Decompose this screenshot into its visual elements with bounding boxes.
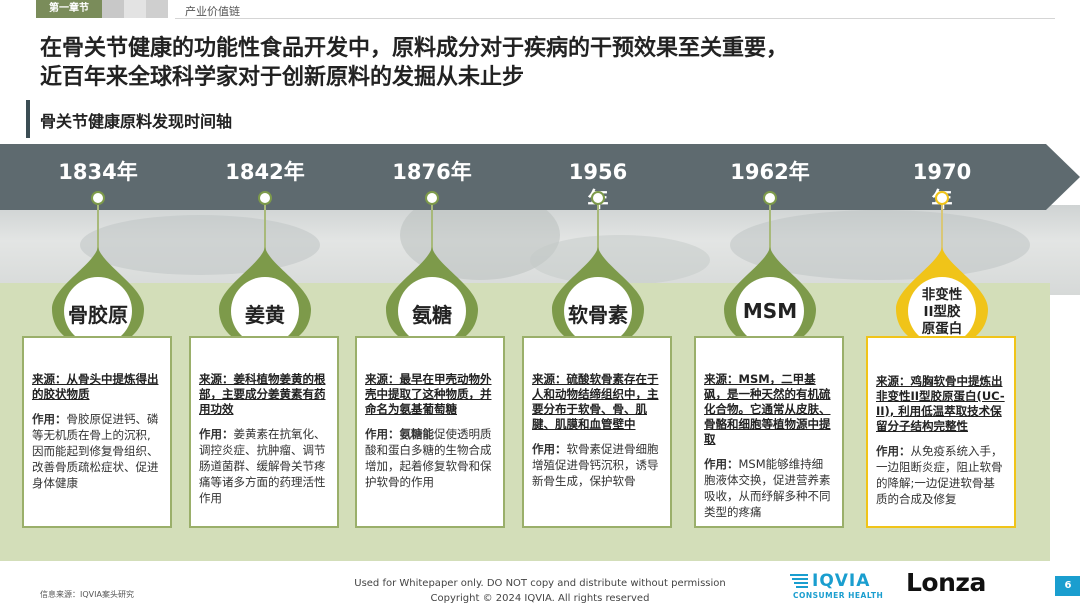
timeline-marker xyxy=(763,191,777,205)
timeline-marker xyxy=(91,191,105,205)
ingredient-badge: 姜黄 xyxy=(217,247,313,347)
effect-text: 骨胶原促进钙、磷等无机质在骨上的沉积,因而能起到修复骨组织、改善骨质疏松症状、促… xyxy=(32,412,159,490)
ingredient-effect: 作用：姜黄素在抗氧化、调控炎症、抗肿瘤、调节肠道菌群、缓解骨关节疼痛等诸多方面的… xyxy=(199,426,329,506)
timeline-stem xyxy=(264,205,266,257)
timeline-year: 1842年 xyxy=(225,160,305,184)
ingredient-card: 来源：鸡胸软骨中提炼出非变性II型胶原蛋白(UC-II), 利用低温萃取技术保留… xyxy=(866,336,1016,528)
disclaimer: Used for Whitepaper only. DO NOT copy an… xyxy=(340,576,740,606)
page-title: 在骨关节健康的功能性食品开发中，原料成分对于疾病的干预效果至关重要， 近百年来全… xyxy=(40,34,1050,92)
timeline-year: 1876年 xyxy=(392,160,472,184)
lonza-logo: Lonza xyxy=(906,568,986,597)
subhead: 骨关节健康原料发现时间轴 xyxy=(40,112,233,131)
badge-shape xyxy=(552,247,644,347)
title-line-2: 近百年来全球科学家对于创新原料的发掘从未止步 xyxy=(40,65,525,90)
ingredient-card: 来源：姜科植物姜黄的根部，主要成分姜黄素有药用功效作用：姜黄素在抗氧化、调控炎症… xyxy=(189,336,339,528)
ingredient-badge: 软骨素 xyxy=(550,247,646,347)
effect-label: 作用： xyxy=(532,442,567,456)
effect-text: 软骨素促进骨细胞增殖促进骨钙沉积，诱导新骨生成，保护软骨 xyxy=(532,442,659,488)
ingredient-source: 来源：最早在甲壳动物外壳中提取了这种物质，并命名为氨基葡萄糖 xyxy=(365,372,492,416)
ingredient-card: 来源：最早在甲壳动物外壳中提取了这种物质，并命名为氨基葡萄糖作用：氨糖能促使透明… xyxy=(355,336,505,528)
badge-shape xyxy=(52,247,144,347)
ingredient-source: 来源：姜科植物姜黄的根部，主要成分姜黄素有药用功效 xyxy=(199,372,326,416)
ingredient-effect: 作用：MSM能够维持细胞液体交换，促进营养素吸收，从而纾解多种不同类型的疼痛 xyxy=(704,456,834,520)
timeline-stem xyxy=(597,205,599,257)
timeline-stem xyxy=(769,205,771,257)
badge-shape xyxy=(896,247,988,347)
timeline-stem xyxy=(941,205,943,257)
effect-label: 作用： xyxy=(199,427,234,441)
ingredient-source: 来源：从骨头中提炼得出的胶状物质 xyxy=(32,372,159,401)
ingredient-effect: 作用：从免疫系统入手，一边阻断炎症，阻止软骨的降解;一边促进软骨基质的合成及修复 xyxy=(876,443,1006,507)
ingredient-effect: 作用：骨胶原促进钙、磷等无机质在骨上的沉积,因而能起到修复骨组织、改善骨质疏松症… xyxy=(32,411,162,491)
iqvia-logo-subtitle: CONSUMER HEALTH xyxy=(793,591,884,600)
ingredient-badge: MSM xyxy=(722,247,818,347)
timeline-year: 1962年 xyxy=(730,160,810,184)
badge-shape xyxy=(724,247,816,347)
ingredient-badge: 非变性II型胶原蛋白 xyxy=(894,247,990,347)
header-divider xyxy=(175,18,1055,19)
iqvia-logo-text: IQVIA xyxy=(812,571,871,591)
source-note: 信息来源：IQVIA案头研究 xyxy=(40,590,134,599)
effect-label: 作用： xyxy=(32,412,67,426)
ingredient-card: 来源：MSM，二甲基砜，是一种天然的有机硫化合物。它通常从皮肤、骨骼和细胞等植物… xyxy=(694,336,844,528)
ingredient-name: 软骨素 xyxy=(568,303,628,327)
ingredient-name: 氨糖 xyxy=(412,303,452,327)
badge-shape xyxy=(219,247,311,347)
ingredient-source: 来源：硫酸软骨素存在于人和动物结缔组织中，主要分布于软骨、骨、肌腱、肌膜和血管壁… xyxy=(532,372,659,431)
timeline-marker xyxy=(591,191,605,205)
badge-shape xyxy=(386,247,478,347)
timeline-marker xyxy=(935,191,949,205)
title-line-1: 在骨关节健康的功能性食品开发中，原料成分对于疾病的干预效果至关重要， xyxy=(40,36,789,61)
timeline-stem xyxy=(431,205,433,257)
ingredient-name: 骨胶原 xyxy=(68,303,128,327)
subhead-accent xyxy=(26,100,30,138)
effect-text: 从免疫系统入手，一边阻断炎症，阻止软骨的降解;一边促进软骨基质的合成及修复 xyxy=(876,444,1003,506)
ingredient-name: 姜黄 xyxy=(245,303,285,327)
effect-label: 作用：氨糖能 xyxy=(365,427,434,441)
timeline-year: 1970年 xyxy=(912,160,972,212)
timeline-stem xyxy=(97,205,99,257)
chapter-tag: 第一章节 xyxy=(36,0,102,18)
ingredient-effect: 作用：软骨素促进骨细胞增殖促进骨钙沉积，诱导新骨生成，保护软骨 xyxy=(532,441,662,489)
page-number: 6 xyxy=(1055,576,1080,596)
effect-text: 姜黄素在抗氧化、调控炎症、抗肿瘤、调节肠道菌群、缓解骨关节疼痛等诸多方面的药理活… xyxy=(199,427,326,505)
ingredient-badge: 骨胶原 xyxy=(50,247,146,347)
disclaimer-line-1: Used for Whitepaper only. DO NOT copy an… xyxy=(354,578,726,589)
ingredient-card: 来源：硫酸软骨素存在于人和动物结缔组织中，主要分布于软骨、骨、肌腱、肌膜和血管壁… xyxy=(522,336,672,528)
ingredient-effect: 作用：氨糖能促使透明质酸和蛋白多糖的生物合成增加，起着修复软骨和保护软骨的作用 xyxy=(365,426,495,490)
effect-label: 作用： xyxy=(704,457,739,471)
header-decoration xyxy=(102,0,168,18)
iqvia-logo-icon xyxy=(790,574,808,588)
disclaimer-line-2: Copyright © 2024 IQVIA. All rights reser… xyxy=(430,593,650,604)
effect-text: MSM能够维持细胞液体交换，促进营养素吸收，从而纾解多种不同类型的疼痛 xyxy=(704,457,831,519)
timeline-year: 1834年 xyxy=(58,160,138,184)
timeline-marker xyxy=(258,191,272,205)
ingredient-source: 来源：MSM，二甲基砜，是一种天然的有机硫化合物。它通常从皮肤、骨骼和细胞等植物… xyxy=(704,372,831,446)
ingredient-card: 来源：从骨头中提炼得出的胶状物质作用：骨胶原促进钙、磷等无机质在骨上的沉积,因而… xyxy=(22,336,172,528)
section-name: 产业价值链 xyxy=(185,5,240,18)
ingredient-badge: 氨糖 xyxy=(384,247,480,347)
effect-label: 作用： xyxy=(876,444,911,458)
ingredient-source: 来源：鸡胸软骨中提炼出非变性II型胶原蛋白(UC-II), 利用低温萃取技术保留… xyxy=(876,374,1005,433)
ingredient-name: MSM xyxy=(742,299,798,323)
timeline-marker xyxy=(425,191,439,205)
ingredient-name: 非变性II型胶原蛋白 xyxy=(921,287,963,337)
effect-text: 促使透明质酸和蛋白多糖的生物合成增加，起着修复软骨和保护软骨的作用 xyxy=(365,427,492,489)
